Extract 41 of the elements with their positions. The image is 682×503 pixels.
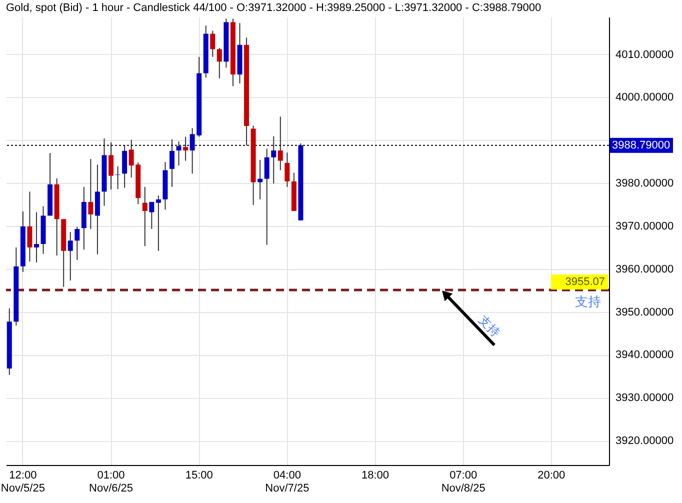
y-tick-label: 3970.00000 [616,220,674,232]
y-tick-label: 3930.00000 [616,392,674,404]
candlestick [34,212,39,263]
candlestick [210,30,216,58]
candlestick [156,195,161,252]
candlestick [115,166,120,190]
candlestick [284,152,290,188]
annotation: 支持 [575,294,601,310]
candlestick [264,148,270,246]
candlestick [278,116,283,171]
candlestick [149,201,154,230]
x-tick-label: 18:00 [361,470,390,482]
x-tick-label: 20:00 [538,470,566,482]
y-tick-label: 3920.00000 [616,435,674,448]
candlestick [27,191,32,262]
x-tick-label: 01:00 Nov/6/25 [89,470,134,494]
chart-title: Gold, spot (Bid) - 1 hour - Candlestick 44/100 - O:3971.32000 - H:3989.25000 - L:3971.32000 - C:3988.79000 [6,2,542,14]
x-tick-label: 12:00 Nov/5/25 [0,470,45,494]
candlestick [74,226,80,260]
x-tick-label: 15:00 [185,470,213,482]
y-tick-label: 3940.00000 [616,349,674,362]
y-tick-label: 3980.00000 [616,178,674,190]
candlestick [216,47,222,79]
candlestick [142,186,148,247]
ref-line-label: 3988.79000 [612,139,670,152]
candlestick [108,142,114,190]
candlestick [183,136,188,162]
candlestick [169,138,174,188]
annotation: 支持 [476,312,503,340]
candlestick [271,136,276,184]
y-tick-label: 4000.00000 [616,92,674,104]
x-tick-label: 04:00 Nov/7/25 [265,470,310,494]
candlestick [176,140,182,166]
candlestick [68,231,73,281]
y-tick-label: 4010.00000 [616,48,674,61]
y-tick-label: 3960.00000 [616,263,674,276]
candlestick [88,158,94,230]
x-tick-label: 07:00 Nov/8/25 [441,470,486,494]
candlestick [122,144,128,188]
y-tick-label: 3950.00000 [616,306,674,318]
ref-line-label: 3955.07 [565,276,605,288]
